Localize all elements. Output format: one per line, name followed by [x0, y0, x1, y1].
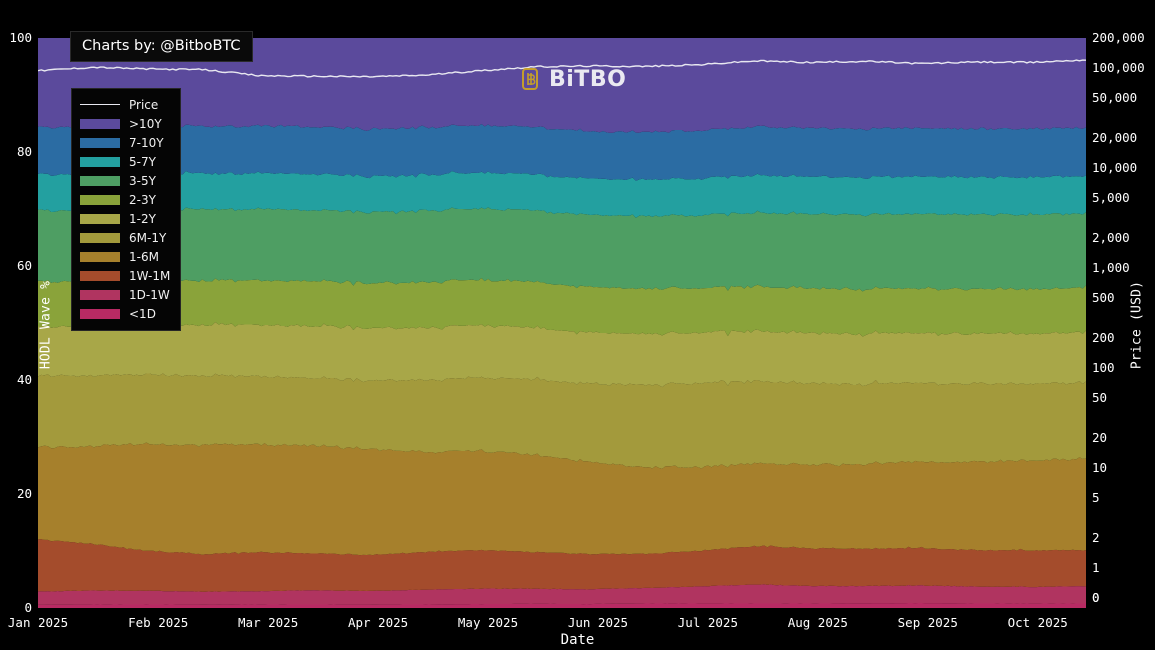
- x-tick: Mar 2025: [238, 615, 299, 630]
- y-tick-right: 10: [1092, 460, 1108, 476]
- y-tick-right: 50,000: [1092, 90, 1138, 106]
- bitcoin-b-logo-icon: [522, 68, 538, 90]
- y-axis-left-title: HODL Wave %: [38, 280, 54, 370]
- x-tick: Oct 2025: [1007, 615, 1068, 630]
- y-tick-right: 5,000: [1092, 190, 1130, 206]
- area-series-group: [38, 38, 1086, 608]
- legend-item-price[interactable]: Price: [80, 95, 170, 114]
- legend-label: <1D: [129, 306, 156, 321]
- x-axis-title: Date: [560, 632, 595, 648]
- x-tick: Jun 2025: [567, 615, 629, 630]
- y-tick-left: 40: [16, 372, 32, 387]
- legend-label: 1-6M: [129, 249, 159, 264]
- legend-color-swatch: [80, 289, 120, 300]
- legend-label: 7-10Y: [129, 135, 164, 150]
- area-band-7-10y: [38, 123, 1086, 181]
- legend-item-7-10y[interactable]: 7-10Y: [80, 133, 170, 152]
- legend-color-swatch: [80, 251, 120, 262]
- y-tick-right: 10,000: [1092, 160, 1138, 176]
- legend-item-5-7y[interactable]: 5-7Y: [80, 152, 170, 171]
- legend-item-2-3y[interactable]: 2-3Y: [80, 190, 170, 209]
- x-tick: Jul 2025: [677, 615, 738, 630]
- y-tick-right: 200,000: [1092, 30, 1145, 45]
- area-band-1-6m: [38, 442, 1086, 556]
- y-tick-right: 100,000: [1092, 60, 1145, 76]
- legend-label: 1-2Y: [129, 211, 156, 226]
- y-tick-right: 50: [1092, 390, 1108, 406]
- brand-text: BiTBO: [549, 66, 627, 92]
- legend-color-swatch: [80, 175, 120, 186]
- area-band-1d-1w: [38, 584, 1086, 605]
- legend-color-swatch: [80, 270, 120, 281]
- x-tick: Jan 2025: [7, 615, 69, 630]
- y-tick-right: 0: [1092, 590, 1100, 606]
- legend-label: 1W-1M: [129, 268, 171, 283]
- y-tick-right: 500: [1092, 290, 1115, 306]
- y-tick-left: 0: [24, 600, 32, 615]
- chart-legend[interactable]: Price >10Y 7-10Y 5-7Y 3-5Y 2-3Y 1-2Y 6M-1Y 1-6M 1…: [71, 88, 182, 331]
- legend-color-swatch: [80, 156, 120, 167]
- x-tick: Aug 2025: [787, 615, 848, 630]
- y-tick-left: 60: [16, 258, 32, 273]
- legend-item-10y[interactable]: >10Y: [80, 114, 170, 133]
- plot-area: [38, 38, 1086, 608]
- legend-item-3-5y[interactable]: 3-5Y: [80, 171, 170, 190]
- legend-color-swatch: [80, 194, 120, 205]
- bitbo-watermark: BiTBO: [520, 66, 626, 92]
- area-band-1-2y: [38, 322, 1086, 388]
- y-tick-left: 20: [16, 486, 32, 501]
- y-tick-right: 20,000: [1092, 130, 1138, 146]
- y-tick-right: 20: [1092, 430, 1108, 446]
- legend-color-swatch: [80, 308, 120, 319]
- area-band-1w-1m: [38, 539, 1086, 592]
- area-band-1d: [38, 602, 1086, 608]
- price-line: [38, 59, 1086, 78]
- x-tick: Apr 2025: [347, 615, 409, 630]
- legend-color-swatch: [80, 137, 120, 148]
- y-tick-right: 200: [1092, 330, 1115, 346]
- area-band-3-5y: [38, 207, 1086, 292]
- x-tick: Feb 2025: [128, 615, 189, 630]
- legend-label: 1D-1W: [129, 287, 170, 302]
- legend-item-1d[interactable]: <1D: [80, 304, 170, 323]
- area-band-2-3y: [38, 278, 1086, 337]
- y-tick-left: 100: [9, 30, 32, 45]
- area-band-5-7y: [38, 170, 1086, 218]
- x-tick: Sep 2025: [897, 615, 958, 630]
- legend-item-1d-1w[interactable]: 1D-1W: [80, 285, 170, 304]
- legend-color-swatch: [80, 118, 120, 129]
- y-tick-right: 100: [1092, 360, 1115, 376]
- y-tick-right: 1: [1092, 560, 1100, 576]
- legend-label: 2-3Y: [129, 192, 156, 207]
- y-tick-right: 5: [1092, 490, 1100, 506]
- legend-label: 6M-1Y: [129, 230, 167, 245]
- legend-label: 5-7Y: [129, 154, 156, 169]
- legend-item-6m-1y[interactable]: 6M-1Y: [80, 228, 170, 247]
- legend-label: >10Y: [129, 116, 162, 131]
- legend-color-swatch: [80, 232, 120, 243]
- y-axis-right-title: Price (USD): [1129, 280, 1145, 370]
- y-tick-left: 80: [16, 144, 32, 159]
- legend-label: 3-5Y: [129, 173, 156, 188]
- legend-label: Price: [129, 97, 159, 112]
- legend-line-swatch: [80, 104, 120, 105]
- stacked-area-chart: [38, 38, 1086, 608]
- legend-color-swatch: [80, 213, 120, 224]
- y-tick-right: 2,000: [1092, 230, 1130, 246]
- legend-item-1-2y[interactable]: 1-2Y: [80, 209, 170, 228]
- y-tick-right: 1,000: [1092, 260, 1130, 276]
- y-tick-right: 0: [1092, 590, 1100, 605]
- legend-item-1-6m[interactable]: 1-6M: [80, 247, 170, 266]
- area-band-6m-1y: [38, 373, 1086, 469]
- x-tick: May 2025: [457, 615, 519, 630]
- credit-badge: Charts by: @BitboBTC: [70, 31, 253, 62]
- y-tick-right: 2: [1092, 530, 1100, 546]
- legend-item-1w-1m[interactable]: 1W-1M: [80, 266, 170, 285]
